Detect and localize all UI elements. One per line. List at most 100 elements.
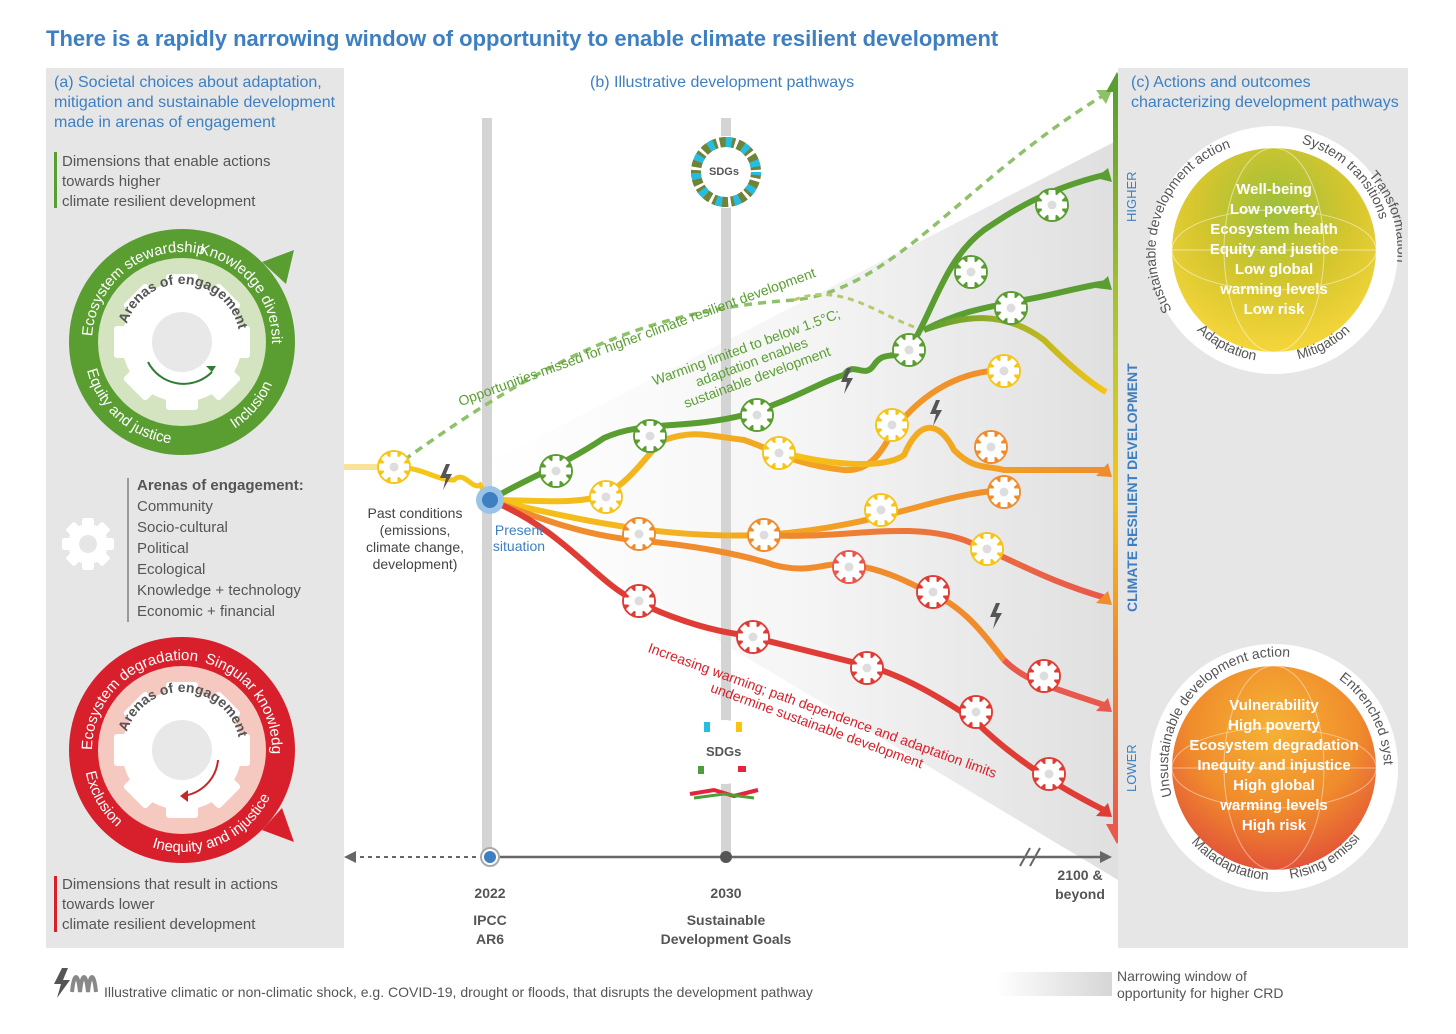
arena-list: Arenas of engagement: Community Socio-cu… [137,475,304,622]
panel-c-header-line: (c) Actions and outcomes [1131,74,1311,91]
red-ring-arrowhead [262,808,294,842]
axis-sub: Development Goals [660,931,792,947]
axis-year: 2100 & [1057,867,1103,883]
axis-sub: Sustainable [686,912,766,928]
lower-outcomes-list: Vulnerability High poverty Ecosystem deg… [1174,696,1374,836]
axis-year: 2022 [474,885,506,901]
narrowing-window [484,140,1118,880]
outcome-item: Inequity and injustice [1197,757,1351,774]
gear-node [959,695,993,729]
arena-item: Ecological [137,561,206,578]
shock-icon [990,603,1002,629]
past-path-wiggle [393,464,493,502]
gear-node [970,532,1004,566]
axis-label-2022: 2022 IPCC AR6 [450,884,530,949]
outcome-item: Equity and justice [1209,241,1339,258]
outcome-item: Low global [1234,261,1314,278]
panel-c-header: (c) Actions and outcomes characterizing … [1131,73,1399,113]
crd-axis-bottom-arrow [1106,824,1118,844]
outcome-item: High risk [1241,817,1307,834]
outcome-item: Low risk [1243,301,1305,318]
arrowhead-orange-2 [1096,591,1112,605]
sdg-label-top: SDGs [709,166,739,178]
past-conditions-line: (emissions, [379,522,451,538]
gear-node [1032,757,1066,791]
gear-node [892,333,926,367]
crd-higher-label: HIGHER [1124,171,1139,222]
gear-node [1035,188,1069,222]
pathway-yellow-orange [773,425,1106,473]
arena-item: Political [137,540,189,557]
panel-b-header: (b) Illustrative development pathways [590,74,855,91]
gear-node [539,454,573,488]
shock-icon [440,464,452,490]
pathway-yellow-mid [489,487,1015,539]
gear-icon [62,518,114,570]
higher-outcomes-list: Well-being Low poverty Ecosystem health … [1184,180,1364,320]
outcome-item: High poverty [1228,717,1320,734]
window-legend-swatch [996,972,1112,996]
page-title: There is a rapidly narrowing window of o… [46,26,999,51]
green-cycle-arrowhead [206,366,216,372]
outcome-item: Well-being [1236,181,1312,198]
axis-node-2030 [720,851,732,863]
lower-dims-line: Dimensions that result in actions [62,876,278,893]
arena-item: Economic + financial [137,603,275,620]
outcome-item: High global [1233,777,1315,794]
gear-node [736,620,770,654]
gear-node [589,480,623,514]
arrowhead-green-mid [1096,276,1112,290]
panel-a-header-line: mitigation and sustainable development [54,94,336,111]
gear-node [974,430,1008,464]
panel-a-header-line: made in arenas of engagement [54,114,276,131]
green-arena-ring: Ecosystem stewardship Knowledge diversit… [62,222,295,455]
gear-node [987,354,1021,388]
arena-item: Community [137,498,213,515]
red-gear [114,682,250,818]
past-conditions-line: development) [372,556,458,572]
gear-node [622,517,656,551]
arrowhead-red-2 [1096,803,1112,817]
shock-legend-text: Illustrative climatic or non-climatic sh… [104,984,813,1000]
outcome-item: warming levels [1220,281,1328,298]
arrowhead-orange-1 [1096,463,1112,477]
pathway-red-low [488,497,1106,813]
timeline-2030-bar [721,118,731,856]
window-legend-line: opportunity for higher CRD [1117,985,1284,1001]
present-node [482,492,498,508]
gear-node [622,584,656,618]
panel-a-header-line: (a) Societal choices about adaptation, [54,74,322,91]
gear-node [633,419,667,453]
gear-node [850,651,884,685]
arrowhead-red-1 [1096,698,1112,712]
outcome-item: Vulnerability [1229,697,1319,714]
gear-node [987,475,1021,509]
arena-list-title: Arenas of engagement: [137,477,304,494]
green-cycle-arrow [147,361,213,385]
green-ring-arrowhead [262,250,294,284]
missed-pathway [402,93,1105,462]
sdg-wheel-top [690,136,762,208]
lower-dims-text: Dimensions that result in actions toward… [62,875,278,935]
outcome-item: Low poverty [1229,201,1319,218]
red-cycle-arrowhead [180,790,188,802]
crd-axis-top-arrow [1106,72,1118,92]
gear-node [1027,659,1061,693]
window-legend-text: Narrowing window of opportunity for high… [1117,968,1284,1002]
missed-pathway-arrowhead [1096,90,1112,104]
gear-node [747,518,781,552]
lower-dims-bar [54,876,57,932]
crd-axis-bar [1113,88,1118,832]
crd-axis-label: CLIMATE RESILIENT DEVELOPMENT [1124,363,1140,612]
gear-node [377,450,411,484]
gear-node [916,575,950,609]
present-situation-label: Present situation [482,522,556,554]
crd-lower-label: LOWER [1124,744,1139,792]
lower-globe [1172,666,1376,870]
outcome-item: Ecosystem degradation [1189,737,1359,754]
enable-dims-text: Dimensions that enable actions towards h… [62,152,270,212]
axis-break [1029,847,1041,867]
time-axis-left-arrow [344,851,356,863]
axis-break [1019,847,1031,867]
enable-dims-line: Dimensions that enable actions [62,153,271,170]
